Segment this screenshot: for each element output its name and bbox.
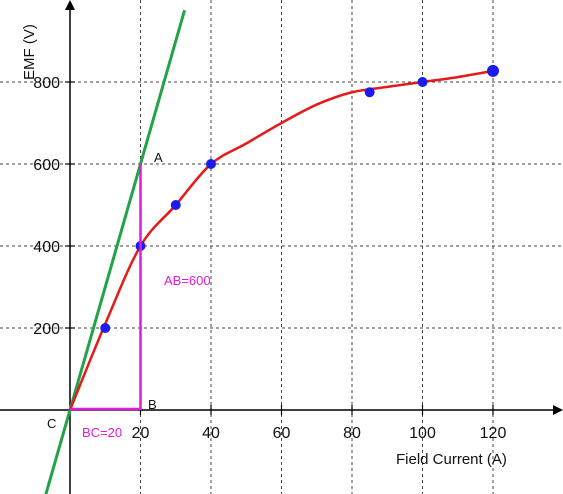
x-ticks: 20 40 60 80 100 120 (132, 405, 507, 442)
x-axis-title: Field Current (A) (396, 451, 507, 468)
y-ticks: 200 400 600 800 (33, 75, 75, 338)
x-tick-label-3: 80 (343, 425, 361, 442)
y-axis-title: EMF (V) (21, 24, 38, 80)
x-tick-label-1: 40 (202, 425, 220, 442)
data-point-4 (364, 87, 375, 98)
y-axis-arrow-icon (65, 0, 75, 10)
ab-length-label: AB=600 (164, 273, 211, 288)
x-tick-label-5: 120 (480, 425, 507, 442)
y-tick-label-1: 400 (33, 239, 60, 256)
data-point-5 (417, 77, 428, 87)
point-a-label: A (154, 150, 163, 165)
data-point-3 (206, 159, 216, 169)
bc-length-label: BC=20 (82, 425, 122, 440)
y-tick-label-2: 600 (33, 157, 60, 174)
x-tick-label-2: 60 (273, 425, 291, 442)
data-point-2 (170, 200, 181, 210)
series-layer (44, 9, 499, 494)
tangent-line (44, 9, 187, 494)
point-c-label: C (47, 416, 56, 431)
data-point-0 (100, 323, 111, 333)
construction-lines (70, 164, 142, 411)
data-point-6 (487, 64, 499, 77)
y-tick-label-0: 200 (33, 321, 60, 338)
y-tick-label-3: 800 (33, 75, 60, 92)
point-b-label: B (148, 397, 157, 412)
x-tick-label-4: 100 (409, 425, 436, 442)
x-tick-label-0: 20 (132, 425, 150, 442)
x-axis-arrow-icon (553, 405, 563, 415)
